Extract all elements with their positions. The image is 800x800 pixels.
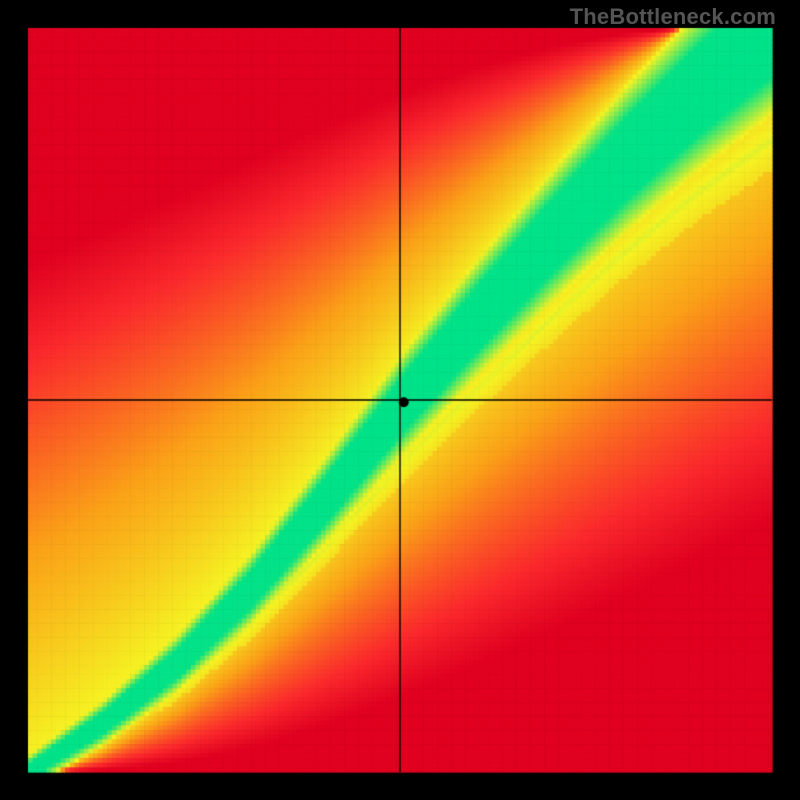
bottleneck-heatmap — [0, 0, 800, 800]
chart-container: { "watermark": { "text": "TheBottleneck.… — [0, 0, 800, 800]
watermark-text: TheBottleneck.com — [570, 4, 776, 30]
